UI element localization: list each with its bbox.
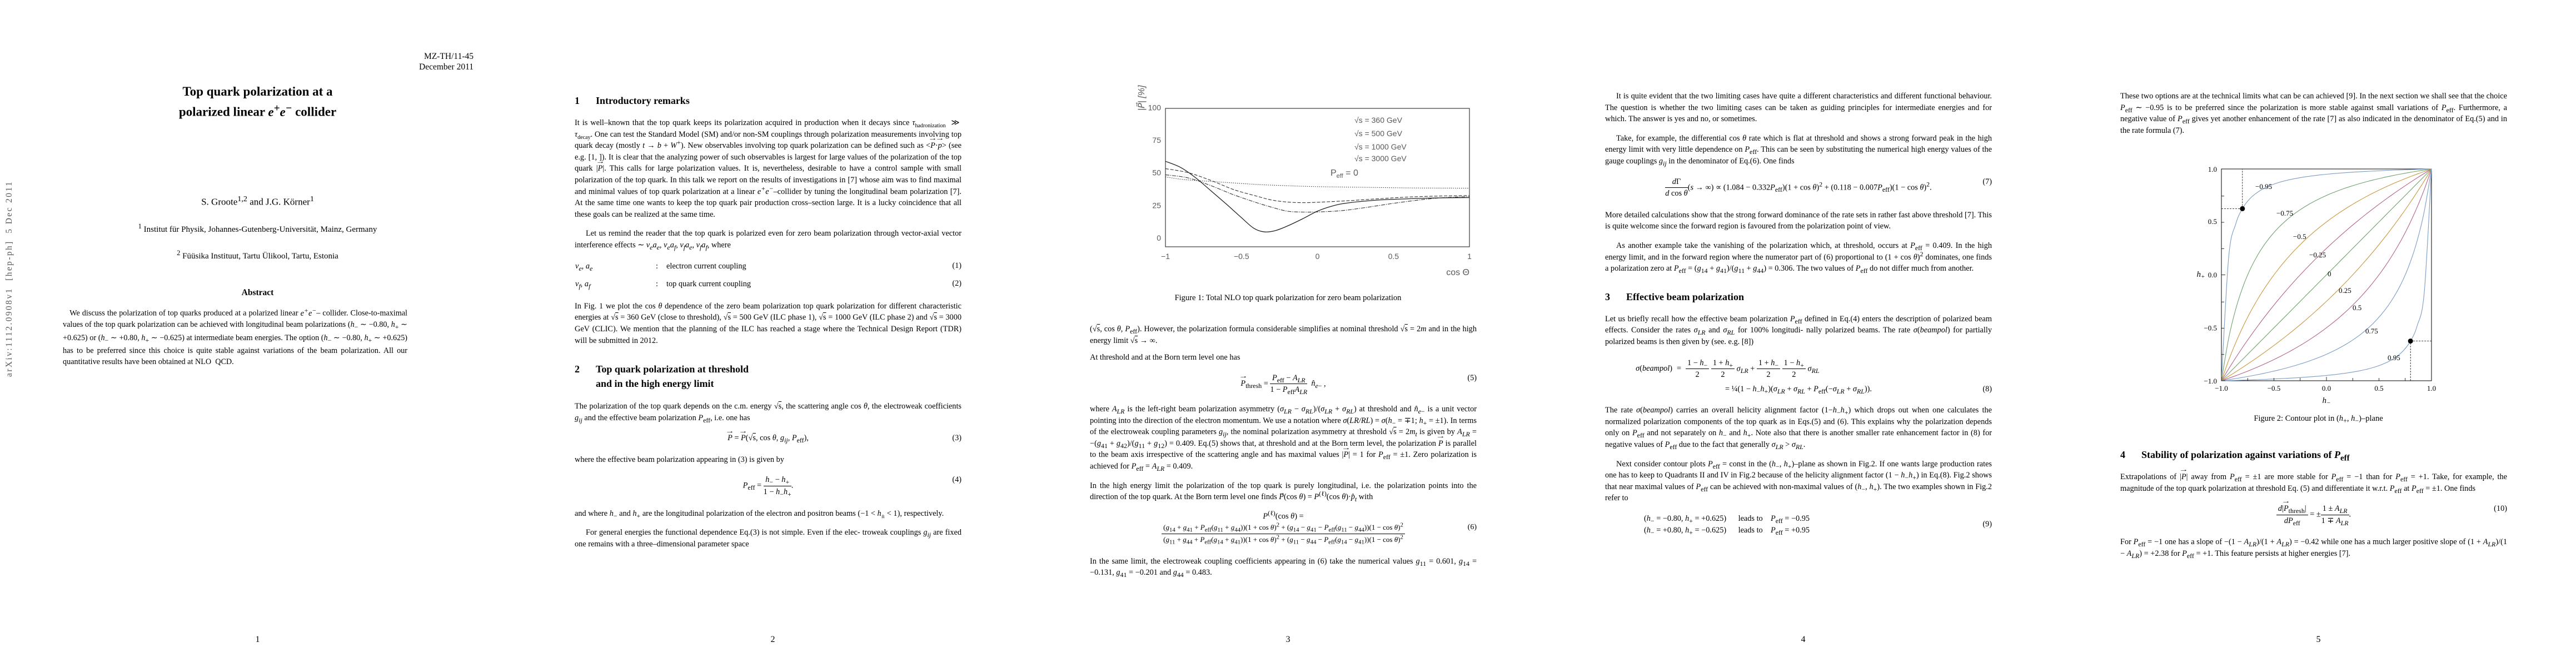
svg-text:0.5: 0.5 [1388,252,1399,261]
svg-text:0.95: 0.95 [2388,354,2400,362]
svg-text:h−: h− [2323,396,2331,406]
svg-text:cos Θ: cos Θ [1446,268,1469,277]
svg-text:−0.75: −0.75 [2276,209,2293,217]
svg-text:0.5: 0.5 [2374,384,2383,392]
svg-text:0.25: 0.25 [2339,286,2351,295]
svg-text:50: 50 [1152,168,1161,177]
svg-text:1: 1 [1467,252,1472,261]
svg-text:100: 100 [1148,103,1162,112]
svg-text:−1.0: −1.0 [2215,384,2228,392]
svg-text:0: 0 [2328,270,2331,278]
svg-text:1.0: 1.0 [2208,165,2217,173]
svg-text:−0.5: −0.5 [1234,252,1249,261]
svg-text:Peff = 0: Peff = 0 [1331,168,1358,180]
svg-text:−0.25: −0.25 [2309,251,2326,259]
svg-text:−1: −1 [1161,252,1170,261]
svg-text:−0.95: −0.95 [2255,182,2272,191]
svg-text:0: 0 [1316,252,1320,261]
svg-text:0.5: 0.5 [2353,303,2361,312]
svg-text:h+: h+ [2197,270,2205,280]
svg-text:|P⃗| [%]: |P⃗| [%] [1135,85,1147,111]
svg-text:−0.5: −0.5 [2204,324,2217,332]
svg-text:1.0: 1.0 [2427,384,2436,392]
svg-text:√s = 3000 GeV: √s = 3000 GeV [1354,154,1407,163]
svg-text:−1.0: −1.0 [2204,377,2217,385]
svg-text:√s = 360 GeV: √s = 360 GeV [1354,116,1403,125]
svg-text:25: 25 [1152,201,1161,210]
svg-text:0.0: 0.0 [2208,271,2217,279]
svg-text:0: 0 [1157,233,1161,242]
svg-text:√s = 1000 GeV: √s = 1000 GeV [1354,142,1407,151]
svg-text:−0.5: −0.5 [2293,232,2306,241]
svg-text:−0.5: −0.5 [2268,384,2281,392]
svg-text:0.0: 0.0 [2322,384,2331,392]
svg-text:0.75: 0.75 [2365,327,2378,335]
svg-text:√s = 500 GeV: √s = 500 GeV [1354,129,1403,138]
svg-text:75: 75 [1152,136,1161,145]
svg-text:0.5: 0.5 [2208,217,2217,226]
